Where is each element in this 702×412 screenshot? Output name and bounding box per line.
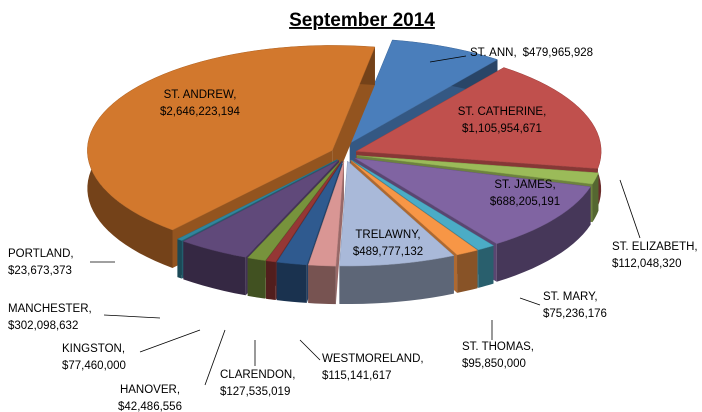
slice — [247, 160, 342, 261]
data-label: HANOVER, $42,486,556 — [118, 384, 182, 412]
slice-wall — [265, 260, 276, 301]
category-label: CLARENDON, — [220, 369, 295, 381]
data-label: ST. CATHERINE, $1,105,954,671 — [458, 106, 547, 135]
category-label: ST. MARY, — [543, 291, 598, 303]
category-label: ST. CATHERINE, — [458, 106, 547, 118]
labels: ST. ANN, $479,965,928 ST. CATHERINE, $1,105… — [8, 47, 698, 412]
slice — [339, 160, 455, 267]
chart-title: September 2014 — [289, 10, 435, 31]
data-label: KINGSTON, $77,460,000 — [62, 343, 126, 372]
slice — [276, 160, 343, 266]
data-label: CLARENDON, $127,535,019 — [220, 369, 295, 398]
data-label: WESTMORELAND, $115,141,617 — [322, 353, 424, 382]
value-label: $77,460,000 — [62, 360, 126, 372]
slice — [265, 160, 342, 263]
leader-line — [429, 55, 467, 63]
slice — [351, 159, 495, 251]
pie — [87, 39, 602, 305]
category-label: ST. ANDREW, — [164, 89, 237, 101]
slice-wall — [496, 186, 591, 282]
data-label: ST. MARY, $75,236,176 — [543, 291, 607, 320]
slice-wall — [177, 239, 182, 279]
value-label: $23,673,373 — [8, 265, 72, 277]
value-label: $479,965,928 — [523, 47, 593, 59]
value-label: $127,535,019 — [220, 386, 290, 398]
slice — [350, 160, 479, 256]
value-label: $95,850,000 — [462, 358, 526, 370]
slice — [355, 67, 602, 169]
slice — [307, 161, 345, 305]
leader-line — [139, 329, 201, 353]
category-label: ST. ANN, — [470, 47, 517, 59]
slice-wall — [339, 255, 454, 305]
data-label: ST. ANDREW, $2,646,223,194 — [160, 89, 241, 118]
slice-wall — [183, 241, 246, 296]
slice-wall — [247, 257, 266, 299]
data-label: ST. ANN, $479,965,928 — [470, 47, 593, 59]
value-label: $1,105,954,671 — [462, 123, 542, 135]
slice — [182, 159, 340, 258]
leader-line — [204, 329, 226, 386]
category-label: PORTLAND, — [8, 248, 74, 260]
slice-wall — [308, 265, 336, 305]
leader-line — [299, 339, 321, 361]
data-label: ST. THOMAS, $95,850,000 — [462, 341, 534, 370]
slice-wall — [478, 245, 494, 288]
data-label: TRELAWNY, $489,777,132 — [353, 229, 423, 258]
data-label: ST. JAMES, $688,205,191 — [490, 179, 560, 208]
slice-wall — [457, 250, 478, 293]
value-label: $489,777,132 — [353, 246, 423, 258]
value-label: $42,486,556 — [118, 401, 182, 412]
slice-wall — [276, 262, 307, 303]
value-label: $115,141,617 — [322, 370, 392, 382]
slice — [176, 159, 338, 241]
value-label: $2,646,223,194 — [160, 106, 241, 118]
category-label: ST. THOMAS, — [462, 341, 534, 353]
slice — [349, 39, 499, 144]
data-label: MANCHESTER, $302,098,632 — [8, 303, 92, 332]
value-label: $688,205,191 — [490, 196, 560, 208]
slice — [339, 160, 455, 305]
slice — [354, 157, 592, 245]
category-label: ST. JAMES, — [494, 179, 555, 191]
slice — [87, 45, 376, 231]
slice — [356, 155, 599, 185]
leader-line — [103, 314, 161, 319]
data-label: PORTLAND, $23,673,373 — [8, 248, 74, 277]
value-label: $112,048,320 — [612, 258, 682, 270]
value-label: $75,236,176 — [543, 308, 607, 320]
slice-wall — [592, 172, 599, 223]
value-label: $302,098,632 — [8, 320, 78, 332]
category-label: MANCHESTER, — [8, 303, 92, 315]
leader-line — [519, 297, 541, 306]
category-label: HANOVER, — [120, 384, 180, 396]
category-label: TRELAWNY, — [355, 229, 420, 241]
data-label: ST. ELIZABETH, $112,048,320 — [612, 241, 698, 270]
category-label: WESTMORELAND, — [322, 353, 424, 365]
category-label: ST. ELIZABETH, — [612, 241, 698, 253]
slice — [307, 161, 345, 267]
category-label: KINGSTON, — [62, 343, 125, 355]
leader-line — [619, 179, 641, 239]
